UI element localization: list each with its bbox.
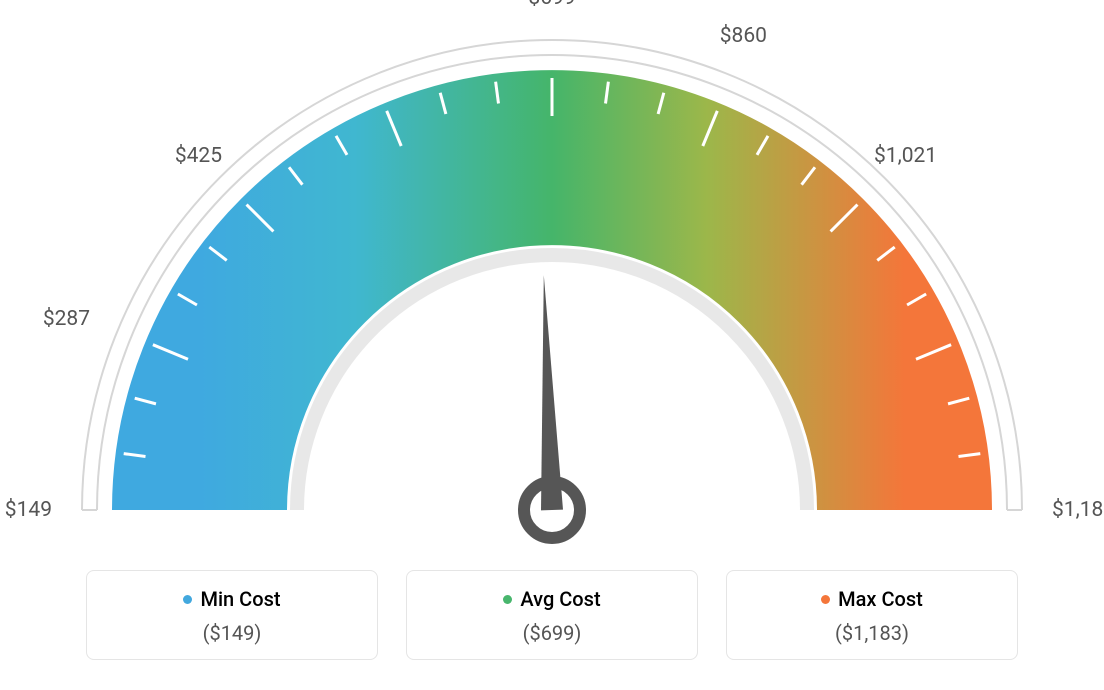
tick-label: $149 [5, 498, 52, 522]
legend-value-min: ($149) [87, 621, 377, 645]
legend-dot-avg [503, 595, 512, 604]
legend-title-min: Min Cost [183, 587, 280, 611]
legend-row: Min Cost ($149) Avg Cost ($699) Max Cost… [0, 570, 1104, 660]
legend-label-max: Max Cost [838, 587, 923, 611]
legend-value-max: ($1,183) [727, 621, 1017, 645]
legend-title-max: Max Cost [821, 587, 923, 611]
tick-label: $699 [528, 0, 575, 10]
tick-label: $860 [720, 24, 767, 48]
legend-dot-max [821, 595, 830, 604]
tick-label: $287 [43, 307, 90, 331]
legend-card-avg: Avg Cost ($699) [406, 570, 698, 660]
tick-label: $1,021 [874, 144, 937, 168]
legend-label-avg: Avg Cost [520, 587, 600, 611]
legend-value-avg: ($699) [407, 621, 697, 645]
tick-label: $1,183 [1052, 498, 1104, 522]
legend-card-min: Min Cost ($149) [86, 570, 378, 660]
legend-dot-min [183, 595, 192, 604]
legend-card-max: Max Cost ($1,183) [726, 570, 1018, 660]
legend-label-min: Min Cost [200, 587, 280, 611]
gauge-svg [0, 0, 1104, 560]
tick-label: $425 [175, 144, 222, 168]
legend-title-avg: Avg Cost [503, 587, 600, 611]
gauge-area [0, 0, 1104, 560]
gauge-chart-container: $149 $287 $425 $699 $860 $1,021 $1,183 Min Cos… [0, 0, 1104, 690]
